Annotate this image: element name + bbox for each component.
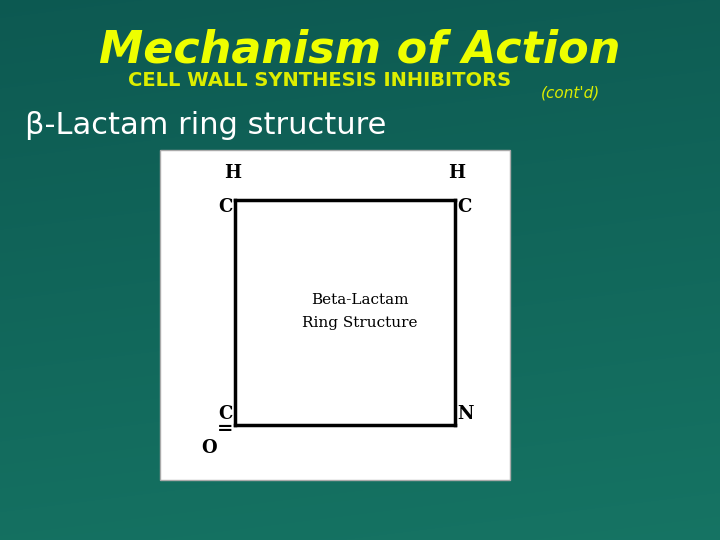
Text: C: C xyxy=(219,198,233,216)
Text: C: C xyxy=(219,405,233,423)
Text: Beta-Lactam: Beta-Lactam xyxy=(311,294,409,307)
Text: β-Lactam ring structure: β-Lactam ring structure xyxy=(25,111,387,139)
Text: CELL WALL SYNTHESIS INHIBITORS: CELL WALL SYNTHESIS INHIBITORS xyxy=(128,71,512,90)
Text: =: = xyxy=(217,420,233,438)
Text: Ring Structure: Ring Structure xyxy=(302,315,418,329)
Text: Mechanism of Action: Mechanism of Action xyxy=(99,29,621,71)
Text: O: O xyxy=(202,439,217,457)
Text: C: C xyxy=(457,198,472,216)
Text: N: N xyxy=(457,405,474,423)
Text: H: H xyxy=(225,164,241,182)
Text: (cont'd): (cont'd) xyxy=(541,85,600,100)
Bar xyxy=(160,150,510,480)
Text: H: H xyxy=(449,164,466,182)
